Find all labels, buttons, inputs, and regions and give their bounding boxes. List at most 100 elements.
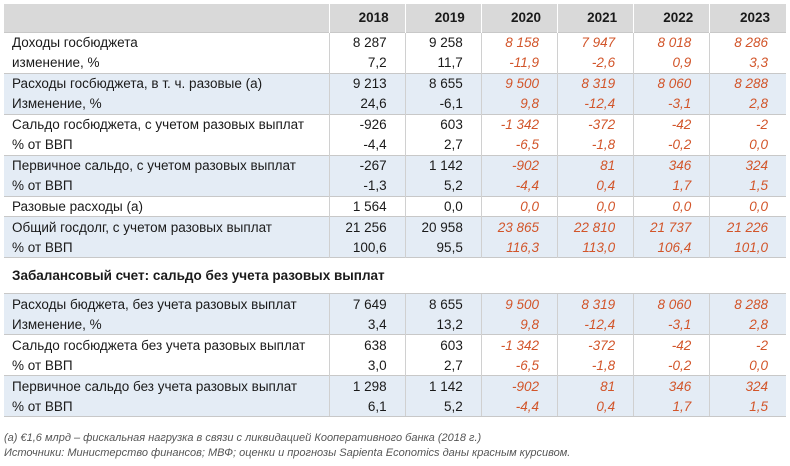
cell-2023: 0,0 <box>709 134 786 155</box>
cell-2019: 1 142 <box>404 375 482 396</box>
cell-2018: 638 <box>328 334 406 355</box>
table-row: Сальдо госбюджета без учета разовых выпл… <box>4 334 786 355</box>
cell-2022: -42 <box>633 334 710 355</box>
cell-2019: 9 258 <box>404 31 482 53</box>
cell-2018: -4,4 <box>328 134 406 155</box>
cell-2023: 324 <box>709 154 786 176</box>
cell-2020: 116,3 <box>480 237 558 258</box>
cell-2020: 8 158 <box>480 31 558 53</box>
cell-2023: 101,0 <box>709 237 786 258</box>
row-label: Изменение, % <box>4 314 330 335</box>
cell-2020: -902 <box>480 375 558 396</box>
cell-2021: -2,6 <box>556 52 634 73</box>
table-row: Разовые расходы (а) 1 564 0,0 0,0 0,0 0,0 0,0 <box>4 195 786 217</box>
cell-2020: -1 342 <box>480 334 558 355</box>
cell-2020: 23 865 <box>480 216 558 237</box>
cell-2022: 21 737 <box>633 216 710 237</box>
cell-2020: -1 342 <box>480 113 558 135</box>
cell-2023: 1,5 <box>709 396 786 417</box>
year-2020-header: 2020 <box>480 4 558 32</box>
notes: (а) €1,6 млрд – фискальная нагрузка в св… <box>4 431 570 461</box>
cell-2021: -372 <box>556 334 634 355</box>
cell-2020: -11,9 <box>480 52 558 73</box>
table-body-offbalance: Расходы бюджета, без учета разовых выпла… <box>4 293 786 417</box>
cell-2022: -3,1 <box>633 93 710 114</box>
table-row: Расходы бюджета, без учета разовых выпла… <box>4 293 786 314</box>
cell-2020: -4,4 <box>480 175 558 196</box>
cell-2020: 9 500 <box>480 72 558 94</box>
row-label: Общий госдолг, с учетом разовых выплат <box>4 216 330 237</box>
table-row: Первичное сальдо, с учетом разовых выпла… <box>4 154 786 176</box>
table-row: Первичное сальдо без учета разовых выпла… <box>4 375 786 396</box>
year-2022-header: 2022 <box>633 4 710 32</box>
cell-2023: 8 286 <box>709 31 786 53</box>
cell-2018: -267 <box>328 154 406 176</box>
year-2021-header: 2021 <box>556 4 634 32</box>
row-label: Сальдо госбюджета без учета разовых выпл… <box>4 334 330 355</box>
cell-2019: 5,2 <box>404 175 482 196</box>
section-row: Забалансовый счет: сальдо без учета разо… <box>4 257 786 294</box>
cell-2022: 0,0 <box>633 195 710 217</box>
cell-2021: 7 947 <box>556 31 634 53</box>
cell-2018: 7 649 <box>328 293 406 314</box>
cell-2021: 0,4 <box>556 396 634 417</box>
cell-2021: 8 319 <box>556 72 634 94</box>
cell-2022: 346 <box>633 154 710 176</box>
cell-2020: -4,4 <box>480 396 558 417</box>
row-label: Сальдо госбюджета, с учетом разовых выпл… <box>4 113 330 135</box>
cell-2018: 3,4 <box>328 314 406 335</box>
table-body-main: Доходы госбюджета 8 287 9 258 8 158 7 947 8 0… <box>4 31 786 258</box>
table-row: % от ВВП -4,4 2,7 -6,5 -1,8 -0,2 0,0 <box>4 134 786 155</box>
cell-2018: 1 564 <box>328 195 406 217</box>
cell-2021: -1,8 <box>556 355 634 376</box>
row-label: % от ВВП <box>4 396 330 417</box>
cell-2019: 1 142 <box>404 154 482 176</box>
cell-2019: 8 655 <box>404 293 482 314</box>
cell-2020: 0,0 <box>480 195 558 217</box>
cell-2021: 113,0 <box>556 237 634 258</box>
row-label: изменение, % <box>12 55 100 70</box>
cell-2018: 7,2 <box>328 52 406 73</box>
cell-2018: 24,6 <box>328 93 406 114</box>
cell-2023: -2 <box>709 334 786 355</box>
cell-2019: 5,2 <box>404 396 482 417</box>
cell-2023: 2,8 <box>709 314 786 335</box>
cell-2023: -2 <box>709 113 786 135</box>
cell-2021: 0,4 <box>556 175 634 196</box>
cell-2018: 100,6 <box>328 237 406 258</box>
cell-2019: 603 <box>404 334 482 355</box>
cell-2018: 9 213 <box>328 72 406 94</box>
cell-2022: 8 060 <box>633 293 710 314</box>
row-label: % от ВВП <box>4 175 330 196</box>
table-row: % от ВВП -1,3 5,2 -4,4 0,4 1,7 1,5 <box>4 175 786 196</box>
footnote: (а) €1,6 млрд – фискальная нагрузка в св… <box>4 432 482 444</box>
cell-2023: 3,3 <box>709 52 786 73</box>
section-title: Забалансовый счет: сальдо без учета разо… <box>4 257 786 294</box>
cell-2022: 106,4 <box>633 237 710 258</box>
cell-2021: 81 <box>556 154 634 176</box>
cell-2021: 8 319 <box>556 293 634 314</box>
cell-2019: 2,7 <box>404 355 482 376</box>
table-row: % от ВВП 6,1 5,2 -4,4 0,4 1,7 1,5 <box>4 396 786 417</box>
cell-2021: -12,4 <box>556 314 634 335</box>
cell-2023: 8 288 <box>709 72 786 94</box>
row-label: Разовые расходы (а) <box>4 195 330 217</box>
year-2018-header: 2018 <box>328 4 406 32</box>
row-label: Доходы госбюджета <box>4 31 330 53</box>
cell-2020: 9 500 <box>480 293 558 314</box>
cell-2022: -0,2 <box>633 134 710 155</box>
cell-2018: 1 298 <box>328 375 406 396</box>
row-label: Первичное сальдо без учета разовых выпла… <box>4 375 330 396</box>
cell-2019: -6,1 <box>404 93 482 114</box>
table-row: Изменение, % 24,6 -6,1 9,8 -12,4 -3,1 2,8 <box>4 93 786 114</box>
cell-2022: 8 060 <box>633 72 710 94</box>
cell-2021: 0,0 <box>556 195 634 217</box>
cell-2018: 8 287 <box>328 31 406 53</box>
row-label: Расходы госбюджета, в т. ч. разовые (а) <box>4 72 330 94</box>
cell-2023: 21 226 <box>709 216 786 237</box>
header-label-cell <box>4 4 330 32</box>
cell-2019: 20 958 <box>404 216 482 237</box>
cell-2018: 6,1 <box>328 396 406 417</box>
cell-2019: 0,0 <box>404 195 482 217</box>
